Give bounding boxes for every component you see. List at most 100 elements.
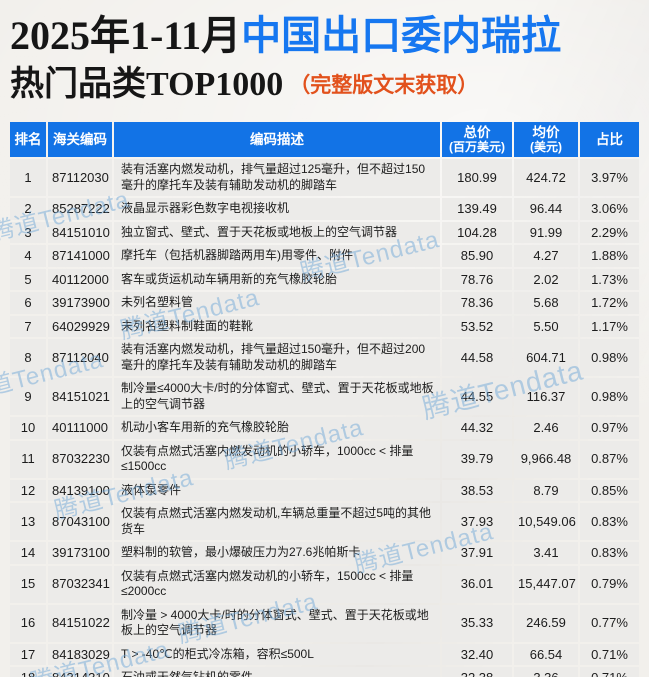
title-top1000: 热门品类TOP1000 <box>10 66 284 103</box>
cell-desc: 装有活塞内燃发动机，排气量超过150毫升，但不超过200毫升的摩托车及装有辅助发… <box>114 339 440 376</box>
cell-share: 0.98% <box>580 339 639 376</box>
cell-avg: 5.50 <box>514 315 578 337</box>
table-header: 排名 海关编码 编码描述 总价 (百万美元) 均价 (美元) 占比 <box>10 122 639 157</box>
cell-total: 32.40 <box>442 643 512 665</box>
cell-code: 84151022 <box>48 604 112 642</box>
cell-avg: 3.36 <box>514 667 578 677</box>
cell-avg: 246.59 <box>514 604 578 642</box>
cell-total: 35.33 <box>442 604 512 642</box>
table-row: 1 87112030 装有活塞内燃发动机，排气量超过125毫升，但不超过150毫升的… <box>10 159 639 196</box>
table-row: 17 84183029 T > -40℃的柜式冷冻箱，容积≤500L 32.40 66.… <box>10 643 639 665</box>
cell-rank: 5 <box>10 268 46 290</box>
cell-share: 3.97% <box>580 159 639 196</box>
title-line-1: 2025年1-11月中国出口委内瑞拉 <box>10 10 639 62</box>
cell-rank: 13 <box>10 503 46 540</box>
cell-desc: 制冷量≤4000大卡/时的分体窗式、壁式、置于天花板或地板上的空气调节器 <box>114 378 440 415</box>
header-total-value: 总价 (百万美元) <box>442 122 512 157</box>
cell-total: 104.28 <box>442 221 512 243</box>
cell-rank: 3 <box>10 221 46 243</box>
cell-desc: 塑料制的软管，最小爆破压力为27.6兆帕斯卡 <box>114 542 440 564</box>
table-row: 1884314310石油或天然气钻机的零件32.383.360.71% <box>10 667 639 677</box>
page-title: 2025年1-11月中国出口委内瑞拉 热门品类TOP1000 （完整版文末获取） <box>0 0 649 111</box>
cell-share: 0.85% <box>580 479 639 501</box>
cell-rank: 4 <box>10 245 46 267</box>
cell-share: 0.71% <box>580 643 639 665</box>
cell-desc: 制冷量 > 4000大卡/时的分体窗式、壁式、置于天花板或地板上的空气调节器 <box>114 604 440 642</box>
cell-code: 40111000 <box>48 417 112 439</box>
cell-share: 1.88% <box>580 245 639 267</box>
table-row: 16 84151022 制冷量 > 4000大卡/时的分体窗式、壁式、置于天花板或地… <box>10 604 639 642</box>
cell-share: 3.06% <box>580 198 639 220</box>
cell-share: 1.17% <box>580 315 639 337</box>
cell-share: 0.83% <box>580 542 639 564</box>
cell-desc: 客车或货运机动车辆用新的充气橡胶轮胎 <box>114 268 440 290</box>
cell-total: 85.90 <box>442 245 512 267</box>
cell-code: 84139100 <box>48 479 112 501</box>
cell-rank: 6 <box>10 292 46 314</box>
cell-desc: 机动小客车用新的充气橡胶轮胎 <box>114 417 440 439</box>
cell-rank: 10 <box>10 417 46 439</box>
cell-code: 87032230 <box>48 440 112 478</box>
cell-total: 44.58 <box>442 339 512 376</box>
cell-rank: 1 <box>10 159 46 196</box>
cell-code: 85287222 <box>48 198 112 220</box>
title-trade-route: 中国出口委内瑞拉 <box>241 13 562 58</box>
table-row: 4 87141000 摩托车（包括机器脚踏两用车)用零件、附件 85.90 4.27 1.… <box>10 245 639 267</box>
cell-total: 139.49 <box>442 198 512 220</box>
cell-code: 87112030 <box>48 159 112 196</box>
cell-rank: 11 <box>10 440 46 478</box>
cell-share: 2.29% <box>580 221 639 243</box>
cell-avg: 3.41 <box>514 542 578 564</box>
table-row: 9 84151021 制冷量≤4000大卡/时的分体窗式、壁式、置于天花板或地板上的… <box>10 378 639 415</box>
cell-code: 39173900 <box>48 292 112 314</box>
cell-code: 40112000 <box>48 268 112 290</box>
cell-share: 1.73% <box>580 268 639 290</box>
cell-total: 78.76 <box>442 268 512 290</box>
header-avg-price: 均价 (美元) <box>514 122 578 157</box>
header-avg-unit: (美元) <box>530 140 562 154</box>
cell-avg: 8.79 <box>514 479 578 501</box>
cell-avg: 15,447.07 <box>514 565 578 603</box>
cell-desc: 仅装有点燃式活塞内燃发动机,车辆总重量不超过5吨的其他货车 <box>114 503 440 540</box>
cell-rank: 14 <box>10 542 46 564</box>
table-row: 5 40112000 客车或货运机动车辆用新的充气橡胶轮胎 78.76 2.02 1.73… <box>10 268 639 290</box>
cell-total: 37.91 <box>442 542 512 564</box>
cell-avg: 10,549.06 <box>514 503 578 540</box>
cell-rank: 12 <box>10 479 46 501</box>
cell-code: 87043100 <box>48 503 112 540</box>
cell-rank: 2 <box>10 198 46 220</box>
cell-rank: 18 <box>10 667 46 677</box>
cell-total: 37.93 <box>442 503 512 540</box>
cell-share: 1.72% <box>580 292 639 314</box>
cell-rank: 15 <box>10 565 46 603</box>
cell-total: 53.52 <box>442 315 512 337</box>
title-note: （完整版文末获取） <box>289 73 479 97</box>
table-row: 10 40111000 机动小客车用新的充气橡胶轮胎 44.32 2.46 0.97% <box>10 417 639 439</box>
cell-avg: 9,966.48 <box>514 440 578 478</box>
cell-total: 44.55 <box>442 378 512 415</box>
cell-desc: T > -40℃的柜式冷冻箱，容积≤500L <box>114 643 440 665</box>
cell-share: 0.79% <box>580 565 639 603</box>
cell-code: 84151010 <box>48 221 112 243</box>
header-customs-code: 海关编码 <box>48 122 112 157</box>
cell-share: 0.77% <box>580 604 639 642</box>
cell-desc: 石油或天然气钻机的零件 <box>114 667 440 677</box>
table-row: 6 39173900 未列名塑料管 78.36 5.68 1.72% <box>10 292 639 314</box>
cell-desc: 仅装有点燃式活塞内燃发动机的小轿车，1500cc < 排量≤2000cc <box>114 565 440 603</box>
cell-share: 0.71% <box>580 667 639 677</box>
cell-code: 84183029 <box>48 643 112 665</box>
title-period: 2025年1-11月 <box>10 13 242 58</box>
cell-code: 64029929 <box>48 315 112 337</box>
cell-total: 78.36 <box>442 292 512 314</box>
cell-share: 0.97% <box>580 417 639 439</box>
header-rank: 排名 <box>10 122 46 157</box>
header-share: 占比 <box>580 122 639 157</box>
cell-avg: 96.44 <box>514 198 578 220</box>
cell-desc: 未列名塑料制鞋面的鞋靴 <box>114 315 440 337</box>
title-line-2: 热门品类TOP1000 （完整版文末获取） <box>10 62 639 111</box>
cell-total: 36.01 <box>442 565 512 603</box>
cell-code: 84151021 <box>48 378 112 415</box>
cell-rank: 9 <box>10 378 46 415</box>
cell-code: 39173100 <box>48 542 112 564</box>
